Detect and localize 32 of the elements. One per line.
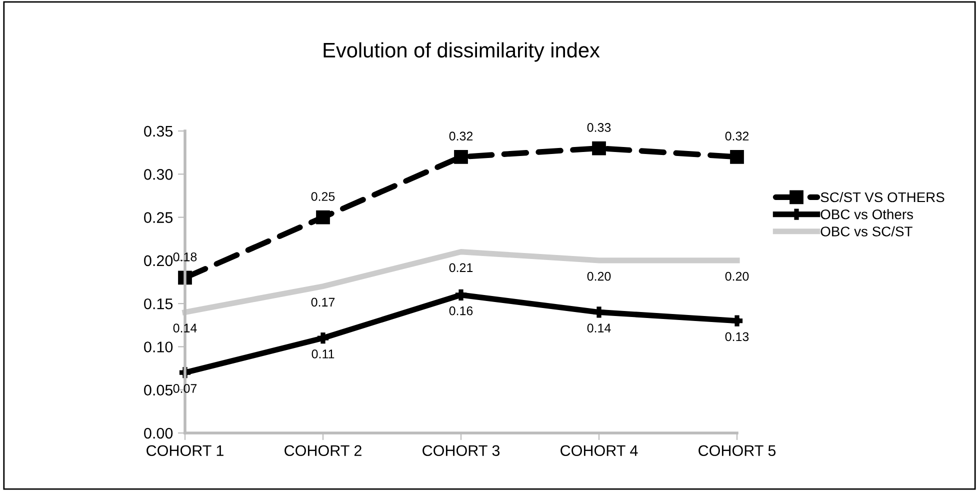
- y-tick-label: 0.00: [144, 428, 173, 439]
- y-tick-label: 0.25: [144, 212, 173, 223]
- data-label: 0.32: [725, 132, 749, 141]
- x-tick-label: COHORT 2: [284, 445, 362, 456]
- data-label: 0.32: [449, 132, 473, 141]
- data-label: 0.20: [587, 272, 611, 281]
- y-tick-label: 0.05: [144, 384, 173, 396]
- data-label: 0.14: [173, 324, 197, 332]
- x-tick-label: COHORT 4: [560, 445, 638, 456]
- y-tick-label: 0.30: [144, 169, 173, 180]
- data-label: 0.21: [449, 263, 473, 272]
- data-label: 0.33: [587, 123, 611, 132]
- x-tick-label: COHORT 3: [422, 445, 500, 456]
- chart-title: Evolution of dissimilarity index: [324, 42, 600, 62]
- y-tick-label: 0.15: [144, 298, 173, 310]
- data-label: 0.16: [449, 306, 473, 316]
- legend-label: SC/ST VS OTHERS: [820, 192, 944, 202]
- data-label: 0.07: [173, 384, 197, 393]
- legend-label: OBC vs Others: [820, 209, 913, 220]
- data-label: 0.25: [311, 192, 335, 201]
- data-label: 0.13: [725, 332, 749, 342]
- x-tick-label: COHORT 5: [698, 445, 776, 456]
- data-label: 0.18: [173, 252, 197, 262]
- data-label: 0.11: [312, 350, 334, 358]
- y-tick-label: 0.20: [144, 255, 173, 266]
- data-label: 0.20: [725, 272, 749, 281]
- x-tick-label: COHORT 1: [146, 445, 224, 456]
- y-tick-label: 0.10: [144, 342, 173, 352]
- data-label: 0.17: [311, 298, 335, 307]
- data-label: 0.14: [587, 324, 611, 332]
- legend-label: OBC vs SC/ST: [820, 226, 912, 236]
- y-tick-label: 0.35: [144, 126, 173, 137]
